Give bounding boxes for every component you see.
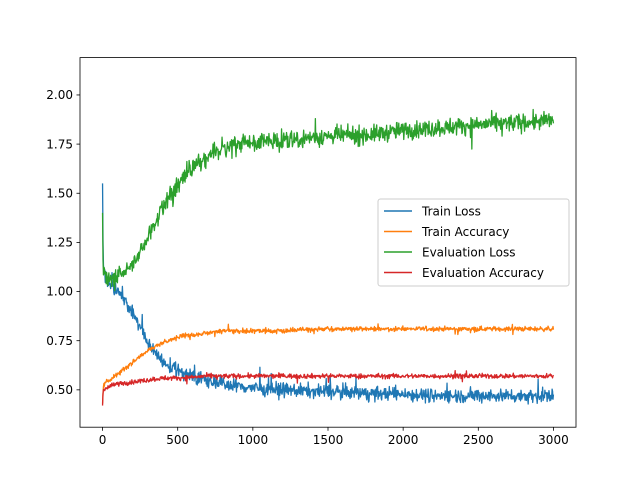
series-line-4: [101, 369, 555, 406]
x-tick-label: 1000: [238, 433, 269, 447]
y-tick-label: 1.25: [46, 236, 73, 250]
legend-label: Evaluation Accuracy: [422, 266, 544, 280]
y-tick-label: 1.50: [46, 186, 73, 200]
y-tick-label: 1.75: [46, 137, 73, 151]
y-tick-label: 2.00: [46, 88, 73, 102]
series-line-2: [101, 323, 555, 404]
series-layer: [101, 108, 555, 406]
x-tick-label: 1500: [313, 433, 344, 447]
x-tick-label: 3000: [538, 433, 569, 447]
x-tick-label: 2500: [463, 433, 494, 447]
x-tick-label: 0: [99, 433, 107, 447]
legend-box: [377, 198, 570, 287]
legend: Train Loss Train Accuracy Evaluation Loss E…: [377, 198, 570, 287]
x-tick-label: 2000: [388, 433, 419, 447]
series-line-1: [101, 183, 555, 405]
series-line-3: [101, 108, 555, 292]
legend-label: Train Loss: [421, 204, 481, 218]
y-axis: 0.50 0.75 1.00 1.25 1.50 1.75 2.00: [46, 88, 80, 397]
legend-label: Train Accuracy: [421, 225, 509, 239]
x-axis: 0 500 1000 1500 2000 2500 3000: [99, 427, 569, 447]
legend-label: Evaluation Loss: [422, 245, 515, 259]
y-tick-label: 1.00: [46, 285, 73, 299]
y-tick-label: 0.75: [46, 334, 73, 348]
y-tick-label: 0.50: [46, 383, 73, 397]
x-tick-label: 500: [166, 433, 189, 447]
